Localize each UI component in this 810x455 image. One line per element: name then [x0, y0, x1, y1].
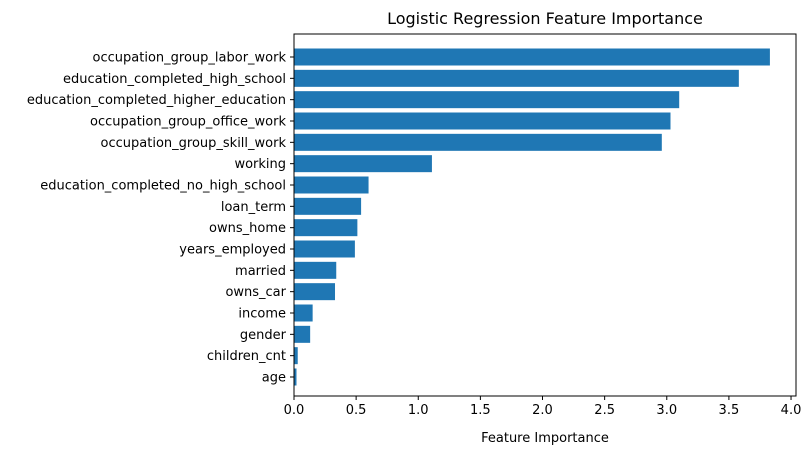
- y-tick-label: education_completed_no_high_school: [40, 179, 286, 194]
- y-tick-label: loan_term: [221, 200, 286, 215]
- bar-age: [294, 368, 297, 386]
- plot-frame: [293, 33, 797, 397]
- y-tick-label: married: [235, 264, 286, 279]
- x-tick-label: 0.5: [346, 403, 367, 418]
- y-tick-label: occupation_group_labor_work: [93, 51, 287, 66]
- bar-children_cnt: [294, 347, 298, 365]
- bar-occupation_group_skill_work: [294, 133, 662, 151]
- bar-education_completed_no_high_school: [294, 176, 369, 194]
- y-tick-label: occupation_group_office_work: [90, 115, 286, 130]
- x-tick-label: 1.0: [408, 403, 429, 418]
- x-tick-label: 1.5: [470, 403, 491, 418]
- x-axis-label: Feature Importance: [481, 431, 609, 446]
- x-tick-label: 4.0: [781, 403, 802, 418]
- y-tick-label: age: [262, 371, 286, 386]
- bar-income: [294, 304, 313, 322]
- bar-education_completed_higher_education: [294, 91, 680, 109]
- bar-married: [294, 261, 337, 279]
- y-tick-label: gender: [240, 328, 287, 343]
- y-tick-label: owns_car: [225, 285, 286, 300]
- bar-working: [294, 155, 432, 173]
- y-tick-label: education_completed_higher_education: [27, 93, 286, 108]
- bar-loan_term: [294, 197, 362, 215]
- bar-gender: [294, 325, 311, 343]
- y-tick-label: owns_home: [209, 221, 286, 236]
- x-axis-ticks: 0.0 0.5 1.0 1.5 2.0 2.5 3.0 3.5 4.0: [284, 396, 802, 418]
- y-tick-label: occupation_group_skill_work: [101, 136, 287, 151]
- bar-education_completed_high_school: [294, 69, 739, 87]
- bar-occupation_group_labor_work: [294, 48, 770, 66]
- bar-occupation_group_office_work: [294, 112, 671, 130]
- y-tick-label: children_cnt: [207, 349, 286, 364]
- y-axis-ticks: occupation_group_labor_work education_com…: [27, 51, 294, 386]
- bar-owns_car: [294, 283, 336, 301]
- x-tick-label: 3.0: [656, 403, 677, 418]
- y-tick-label: education_completed_high_school: [63, 72, 286, 87]
- x-tick-label: 2.0: [532, 403, 553, 418]
- x-tick-label: 3.5: [719, 403, 740, 418]
- bar-owns_home: [294, 219, 358, 237]
- x-tick-label: 2.5: [594, 403, 615, 418]
- bar-years_employed: [294, 240, 355, 258]
- bars-group: [294, 48, 770, 386]
- y-tick-label: years_employed: [179, 243, 286, 258]
- y-tick-label: income: [238, 307, 286, 322]
- y-tick-label: working: [234, 157, 286, 172]
- chart-title: Logistic Regression Feature Importance: [387, 9, 703, 28]
- x-tick-label: 0.0: [284, 403, 305, 418]
